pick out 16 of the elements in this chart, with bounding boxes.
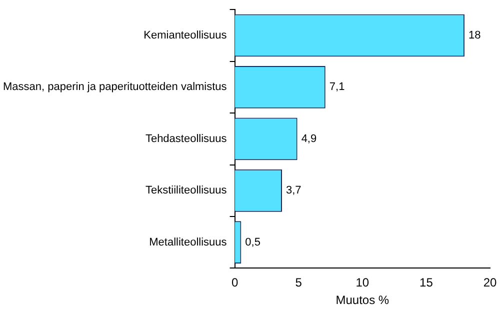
y-tick-label: Tehdasteollisuus: [145, 132, 228, 145]
y-tick-label: Tekstiiliteollisuus: [145, 184, 228, 197]
y-tick-label: Metalliteollisuus: [149, 236, 228, 248]
data-label: 18: [468, 29, 481, 42]
x-axis-title: Muutos %: [336, 293, 390, 308]
x-tick-label: 10: [356, 276, 370, 290]
data-label: 4,9: [301, 132, 317, 145]
data-label: 7,1: [329, 81, 345, 94]
y-tick-label: Massan, paperin ja paperituotteiden valmistus: [2, 81, 228, 94]
data-label: 3,7: [286, 184, 302, 197]
y-tick-label: Kemianteollisuus: [144, 29, 228, 42]
data-label: 0,5: [245, 236, 260, 248]
x-tick-label: 15: [420, 276, 434, 290]
x-tick-label: 20: [483, 276, 497, 290]
x-tick-label: 0: [231, 276, 238, 290]
x-tick-label: 5: [295, 276, 302, 290]
